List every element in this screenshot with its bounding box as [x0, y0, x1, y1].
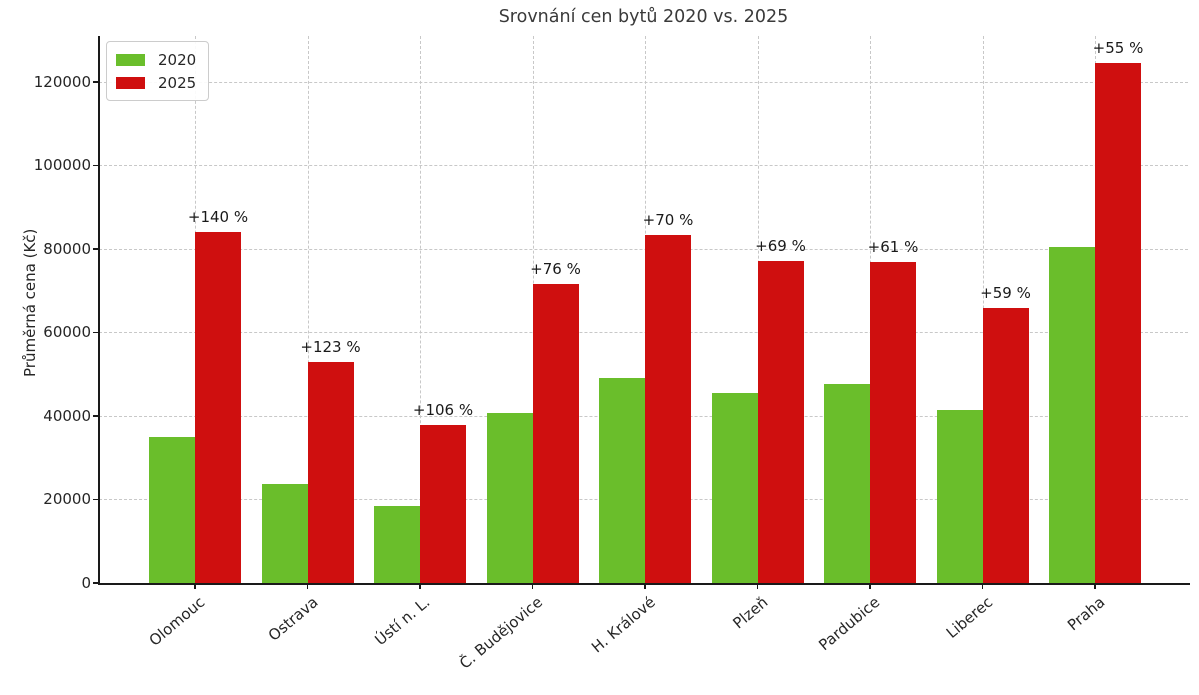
legend-label-2020: 2020	[158, 50, 197, 69]
bar-2020	[936, 410, 983, 583]
legend-swatch-2025	[116, 76, 145, 89]
y-tick-mark	[93, 582, 98, 584]
pct-annotation: +106 %	[412, 400, 474, 419]
bar-2025	[870, 262, 916, 583]
bar-2020	[149, 436, 195, 583]
x-tick-label: Praha	[1064, 593, 1109, 635]
x-tick-mark	[531, 584, 534, 589]
bar-2025	[645, 235, 691, 583]
gridline-horizontal	[99, 332, 1188, 334]
bar-2025	[307, 362, 354, 583]
x-tick-mark	[756, 584, 759, 589]
bar-2025	[532, 284, 579, 583]
legend-box: 2020 2025	[106, 41, 210, 101]
y-tick-mark	[93, 331, 98, 334]
y-tick-label: 100000	[33, 156, 91, 175]
pct-annotation: +61 %	[867, 238, 919, 257]
y-tick-label: 20000	[43, 490, 91, 509]
gridline-vertical	[420, 36, 421, 583]
x-tick-mark	[644, 584, 646, 589]
pct-annotation: +123 %	[300, 338, 361, 357]
x-tick-mark	[1094, 584, 1096, 589]
legend-swatch-2020	[116, 53, 145, 66]
bar-2020	[824, 383, 870, 583]
gridline-horizontal	[99, 81, 1188, 83]
x-tick-mark	[981, 584, 984, 589]
pct-annotation: +55 %	[1092, 38, 1144, 57]
bar-2020	[486, 413, 533, 583]
x-tick-label: Ústí n. L.	[371, 593, 434, 650]
y-axis-spine	[98, 36, 100, 584]
y-tick-label: 120000	[33, 72, 91, 91]
x-tick-label: Plzeň	[728, 593, 772, 633]
bar-2025	[982, 308, 1029, 583]
y-tick-label: 60000	[43, 323, 91, 342]
gridline-horizontal	[99, 165, 1188, 167]
pct-annotation: +140 %	[187, 208, 249, 227]
bar-2020	[1049, 247, 1095, 583]
bar-2020	[261, 484, 308, 583]
bar-2020	[374, 506, 420, 583]
bar-2020	[599, 378, 645, 583]
y-tick-label: 40000	[43, 406, 91, 425]
y-tick-mark	[93, 164, 98, 167]
bar-2025	[420, 424, 466, 583]
x-tick-mark	[419, 584, 421, 589]
x-axis-spine	[98, 583, 1190, 585]
pct-annotation: +59 %	[980, 284, 1031, 303]
y-tick-label: 80000	[43, 239, 91, 258]
chart-title: Srovnání cen bytů 2020 vs. 2025	[498, 7, 789, 27]
y-tick-mark	[93, 248, 98, 250]
x-tick-label: Liberec	[942, 593, 997, 642]
gridline-vertical	[307, 36, 309, 583]
gridline-horizontal	[99, 248, 1188, 250]
pct-annotation: +69 %	[755, 237, 806, 256]
y-tick-mark	[93, 498, 98, 501]
bar-2025	[1095, 62, 1141, 583]
pct-annotation: +76 %	[530, 260, 581, 279]
x-tick-label: Pardubice	[815, 593, 884, 655]
x-tick-mark	[306, 584, 309, 589]
bar-2025	[757, 261, 804, 583]
y-tick-mark	[93, 81, 98, 83]
x-tick-label: Olomouc	[145, 593, 209, 650]
x-tick-label: Č. Budějovice	[456, 593, 547, 673]
pct-annotation: +70 %	[642, 211, 694, 230]
x-tick-mark	[869, 584, 871, 589]
x-tick-mark	[194, 584, 196, 589]
bar-2025	[195, 232, 241, 583]
legend-item-2020: 2020	[116, 48, 196, 71]
bar-2020	[711, 392, 758, 583]
y-tick-mark	[93, 415, 98, 417]
x-tick-label: H. Králové	[587, 593, 659, 657]
legend-item-2025: 2025	[116, 71, 196, 94]
y-tick-label: 0	[81, 574, 91, 592]
x-tick-label: Ostrava	[264, 593, 322, 645]
legend-label-2025: 2025	[158, 73, 197, 92]
